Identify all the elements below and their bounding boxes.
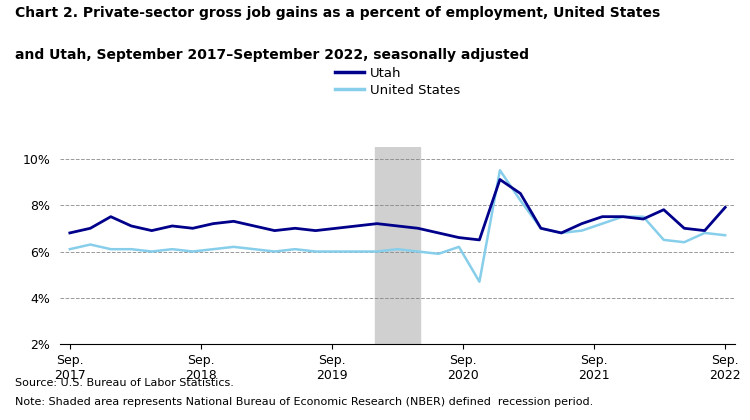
Text: Chart 2. Private-sector gross job gains as a percent of employment, United State: Chart 2. Private-sector gross job gains … (15, 6, 660, 20)
Text: Source: U.S. Bureau of Labor Statistics.: Source: U.S. Bureau of Labor Statistics. (15, 378, 234, 388)
Text: Note: Shaded area represents National Bureau of Economic Research (NBER) defined: Note: Shaded area represents National Bu… (15, 397, 593, 407)
Legend: Utah, United States: Utah, United States (334, 67, 460, 97)
Bar (374, 147, 421, 344)
Text: and Utah, September 2017–September 2022, seasonally adjusted: and Utah, September 2017–September 2022,… (15, 48, 529, 62)
